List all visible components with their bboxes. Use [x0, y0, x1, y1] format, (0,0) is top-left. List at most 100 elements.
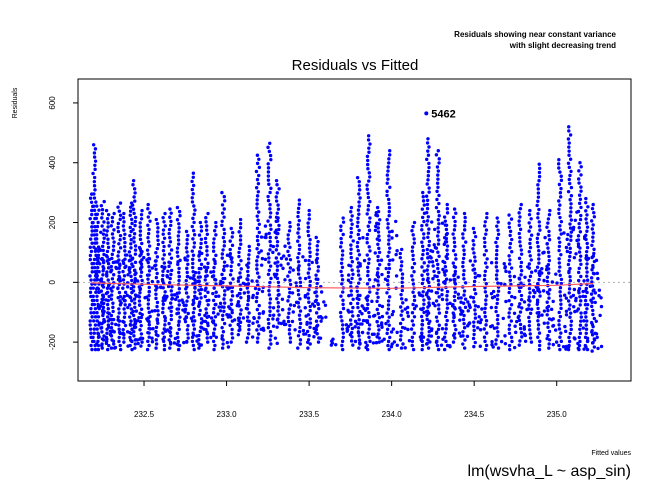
- residual-point: [567, 291, 571, 295]
- residual-point: [420, 294, 425, 298]
- residual-point: [96, 249, 101, 253]
- residual-point: [567, 129, 571, 133]
- residual-point: [536, 314, 541, 319]
- residual-point: [412, 315, 417, 319]
- residual-point: [197, 233, 202, 237]
- residual-point: [153, 309, 157, 313]
- residual-point: [204, 307, 208, 311]
- residual-point: [274, 195, 278, 199]
- residual-point: [584, 233, 588, 238]
- residual-point: [88, 319, 92, 323]
- residual-point: [133, 252, 138, 256]
- residual-point: [494, 252, 499, 257]
- residual-point: [518, 235, 522, 240]
- residual-point: [425, 206, 430, 211]
- residual-point: [509, 282, 513, 287]
- residual-point: [266, 198, 271, 203]
- residual-point: [368, 175, 372, 179]
- residual-point: [168, 346, 172, 350]
- residual-point: [276, 288, 280, 293]
- residual-point: [197, 271, 201, 275]
- residual-point: [387, 250, 391, 254]
- residual-point: [339, 245, 343, 249]
- residual-point: [268, 211, 273, 215]
- residual-point: [384, 321, 388, 326]
- residual-point: [247, 253, 251, 257]
- residual-point: [147, 285, 151, 290]
- residual-point: [123, 303, 127, 307]
- residual-point: [545, 275, 550, 279]
- residual-point: [129, 319, 133, 323]
- residual-point: [198, 245, 203, 250]
- residual-point: [453, 265, 458, 269]
- residual-point: [205, 274, 209, 278]
- residual-point: [228, 273, 233, 277]
- residual-point: [376, 283, 381, 287]
- residual-point: [554, 272, 558, 276]
- residual-point: [255, 267, 259, 271]
- residual-point: [147, 256, 151, 261]
- residual-point: [255, 279, 259, 283]
- residual-point: [190, 200, 195, 204]
- residual-point: [411, 224, 415, 229]
- residual-point: [568, 198, 572, 202]
- residual-point: [578, 339, 582, 344]
- residual-point: [444, 314, 448, 319]
- residual-point: [93, 249, 98, 253]
- residual-point: [376, 230, 381, 234]
- residual-point: [101, 260, 106, 265]
- residual-point: [584, 286, 589, 291]
- residual-point: [537, 207, 541, 212]
- residual-point: [105, 302, 110, 307]
- x-tick-label: 235.0: [547, 410, 568, 419]
- residual-point: [218, 301, 223, 306]
- residual-point: [585, 347, 590, 352]
- residual-point: [297, 198, 302, 202]
- residual-point: [100, 216, 104, 220]
- residual-point: [252, 316, 256, 321]
- residual-point: [507, 343, 512, 348]
- residual-point: [398, 255, 403, 260]
- residual-point: [146, 339, 150, 344]
- residual-point: [266, 145, 270, 150]
- residual-point: [366, 195, 371, 200]
- residual-point: [198, 329, 202, 334]
- residual-point: [94, 216, 99, 221]
- residual-point: [508, 274, 512, 278]
- residual-point: [94, 290, 98, 294]
- residual-point: [576, 270, 581, 275]
- residual-point: [436, 347, 441, 352]
- residual-point: [386, 319, 390, 323]
- residual-point: [257, 210, 261, 214]
- residual-point: [517, 219, 521, 223]
- residual-point: [255, 177, 260, 182]
- residual-point: [104, 335, 109, 340]
- residual-point: [440, 327, 445, 331]
- residual-point: [257, 303, 261, 308]
- residual-point: [387, 295, 392, 299]
- residual-point: [287, 229, 292, 233]
- residual-point: [275, 268, 280, 272]
- residual-point: [545, 313, 549, 317]
- residual-point: [268, 239, 272, 244]
- residual-point: [146, 298, 151, 302]
- residual-point: [229, 298, 233, 302]
- residual-point: [193, 208, 197, 212]
- residual-point: [371, 285, 376, 289]
- residual-point: [368, 216, 372, 220]
- residual-point: [366, 191, 370, 196]
- residual-point: [268, 153, 273, 158]
- residual-point: [420, 240, 424, 244]
- residual-point: [212, 327, 217, 331]
- residual-point: [445, 298, 449, 302]
- residual-point: [106, 212, 111, 217]
- residual-point: [568, 274, 572, 279]
- residual-point: [140, 208, 144, 213]
- residual-point: [147, 265, 151, 269]
- residual-point: [155, 234, 160, 238]
- residual-point: [401, 342, 405, 346]
- residual-point: [569, 202, 573, 206]
- residual-point: [388, 335, 392, 340]
- residual-point: [276, 231, 280, 236]
- residual-point: [495, 216, 499, 220]
